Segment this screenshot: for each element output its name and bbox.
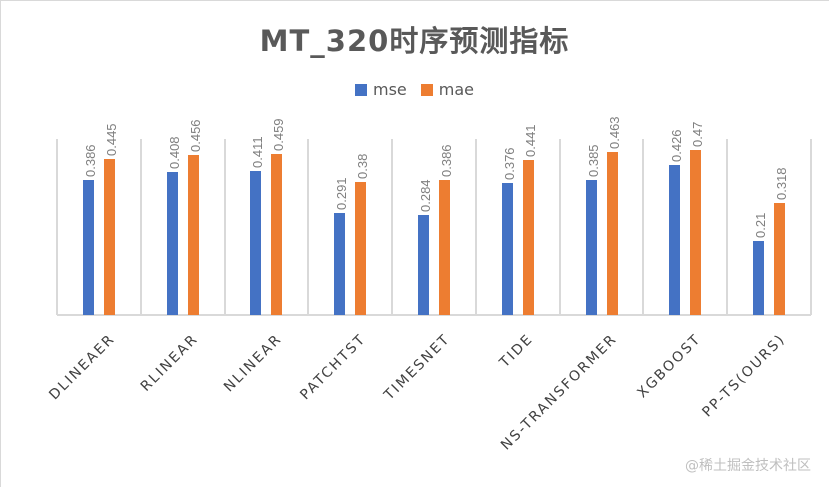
chart-title: MT_320时序预测指标 [259,24,570,58]
data-label-mae: 0.318 [774,167,790,200]
category-separator [56,139,58,315]
data-label-mae: 0.441 [522,124,538,157]
x-axis-line [57,314,811,316]
chart-legend: mse mae [0,80,829,99]
data-label-mae: 0.459 [271,118,287,151]
bar-mae[interactable] [439,180,450,315]
category-separator [307,139,310,315]
bar-mse[interactable] [753,241,765,315]
bar-mae[interactable] [103,159,115,315]
plot-area: 0.386 0.445 0.408 0.456 0.411 0.459 0.291 0.38 0… [56,116,812,316]
category-separator [391,139,394,315]
bar-mae[interactable] [187,155,199,315]
legend-label-mse: mse [373,80,407,99]
bar-mae[interactable] [522,160,534,315]
data-label-mse: 0.291 [334,177,350,210]
legend-label-mae: mae [438,80,474,99]
bar-mae[interactable] [355,182,367,315]
bar-mse[interactable] [82,180,94,315]
data-label-mse: 0.21 [753,212,769,238]
data-label-mse: 0.426 [669,129,685,162]
bar-mae[interactable] [271,154,283,315]
data-label-mse: 0.408 [166,136,182,169]
data-label-mae: 0.445 [103,123,119,156]
data-label-mse: 0.386 [82,144,98,177]
legend-item-mae[interactable]: mae [420,80,474,99]
data-label-mae: 0.386 [439,144,454,177]
bar-mse[interactable] [669,165,681,315]
bar-mse[interactable] [334,213,346,315]
data-label-mae: 0.463 [606,116,622,149]
bar-mae[interactable] [690,150,702,315]
data-label-mse: 0.284 [418,179,433,212]
legend-item-mse[interactable]: mse [355,80,407,99]
data-label-mse: 0.385 [585,144,601,177]
data-label-mae: 0.38 [355,153,371,179]
bar-mse[interactable] [501,183,513,315]
category-separator [139,139,142,315]
category-separator [558,139,561,315]
data-label-mse: 0.411 [250,136,266,168]
bar-mae[interactable] [774,203,786,315]
category-separator [474,139,477,315]
category-separator [642,139,645,315]
bar-mse[interactable] [418,215,429,315]
bar-mse[interactable] [250,171,262,315]
data-label-mae: 0.47 [690,121,706,147]
bar-mse[interactable] [585,180,597,315]
bar-mae[interactable] [606,152,618,315]
category-separator [223,139,226,315]
legend-swatch-mse [355,83,367,96]
category-separator [726,139,729,315]
data-label-mse: 0.376 [501,147,517,180]
legend-swatch-mae [420,83,433,96]
category-separator [810,139,812,315]
bar-mse[interactable] [166,172,178,315]
data-label-mae: 0.456 [187,119,203,152]
watermark: @稀土掘金技术社区 [685,458,811,474]
